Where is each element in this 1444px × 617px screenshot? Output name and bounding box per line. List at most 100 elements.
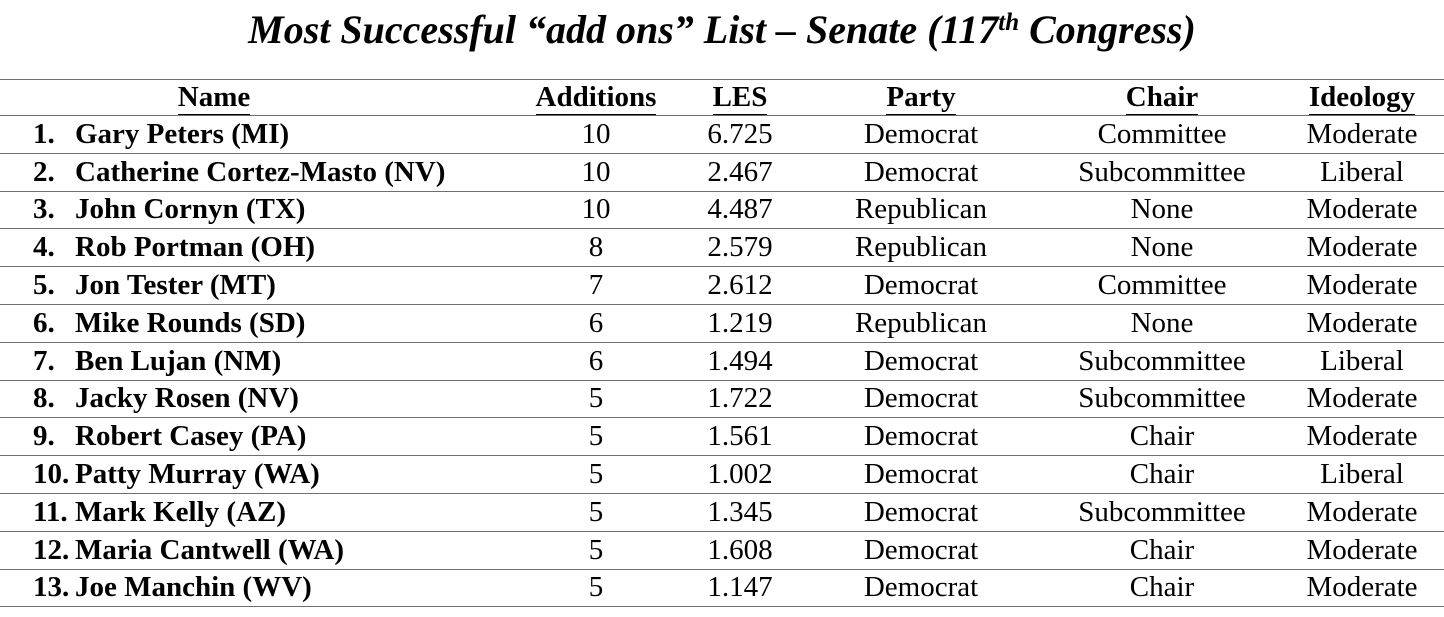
name-cell: 13. Joe Manchin (WV)	[0, 569, 510, 608]
header-row: Name Additions LES Party Chair Ideology	[0, 79, 1444, 116]
senator-name: John Cornyn (TX)	[75, 193, 306, 226]
les-value: 4.487	[682, 191, 798, 230]
title-superscript: th	[998, 9, 1020, 36]
name-cell: 8. Jacky Rosen (NV)	[0, 380, 510, 419]
chair-value: Committee	[1044, 266, 1280, 305]
table-row: 9. Robert Casey (PA) 5 1.561 Democrat Cha…	[0, 417, 1444, 457]
table-row: 8. Jacky Rosen (NV) 5 1.722 Democrat Subc…	[0, 380, 1444, 419]
chair-value: Chair	[1044, 569, 1280, 608]
column-header-name: Name	[0, 79, 510, 116]
party-value: Republican	[798, 228, 1044, 268]
name-cell: 4. Rob Portman (OH)	[0, 228, 510, 268]
additions-value: 6	[510, 304, 682, 343]
chair-value: Subcommittee	[1044, 153, 1280, 192]
party-value: Democrat	[798, 266, 1044, 305]
column-header-party: Party	[798, 79, 1044, 116]
ideology-value: Moderate	[1280, 115, 1444, 154]
party-value: Democrat	[798, 342, 1044, 381]
les-value: 2.467	[682, 153, 798, 192]
row-rank: 1.	[33, 117, 55, 150]
les-value: 1.608	[682, 531, 798, 570]
senator-name: Patty Murray (WA)	[75, 458, 320, 491]
table-row: 12. Maria Cantwell (WA) 5 1.608 Democrat …	[0, 531, 1444, 570]
name-cell: 11. Mark Kelly (AZ)	[0, 493, 510, 532]
name-cell: 2. Catherine Cortez-Masto (NV)	[0, 153, 510, 192]
row-rank: 9.	[33, 420, 55, 453]
party-value: Democrat	[798, 153, 1044, 192]
name-cell: 9. Robert Casey (PA)	[0, 417, 510, 457]
additions-value: 5	[510, 455, 682, 494]
column-header-additions: Additions	[510, 79, 682, 116]
row-rank: 13.	[33, 571, 70, 604]
senator-name: Ben Lujan (NM)	[75, 344, 282, 377]
name-cell: 3. John Cornyn (TX)	[0, 191, 510, 230]
additions-value: 5	[510, 380, 682, 419]
additions-value: 8	[510, 228, 682, 268]
les-value: 1.002	[682, 455, 798, 494]
senator-name: Rob Portman (OH)	[75, 231, 316, 264]
party-value: Democrat	[798, 417, 1044, 457]
party-value: Democrat	[798, 380, 1044, 419]
senator-name: Mark Kelly (AZ)	[75, 495, 287, 528]
ideology-value: Moderate	[1280, 531, 1444, 570]
senator-name: Catherine Cortez-Masto (NV)	[75, 155, 446, 188]
page-title: Most Successful “add ons” List – Senate …	[0, 0, 1444, 55]
column-header-additions-label: Additions	[535, 81, 657, 115]
ideology-value: Moderate	[1280, 304, 1444, 343]
chair-value: Subcommittee	[1044, 342, 1280, 381]
senator-name: Maria Cantwell (WA)	[75, 533, 345, 566]
additions-value: 5	[510, 531, 682, 570]
column-header-chair: Chair	[1044, 79, 1280, 116]
les-value: 1.345	[682, 493, 798, 532]
les-value: 1.561	[682, 417, 798, 457]
party-value: Democrat	[798, 115, 1044, 154]
table-row: 3. John Cornyn (TX) 10 4.487 Republican N…	[0, 191, 1444, 230]
name-cell: 12. Maria Cantwell (WA)	[0, 531, 510, 570]
party-value: Democrat	[798, 531, 1044, 570]
les-value: 1.722	[682, 380, 798, 419]
ideology-value: Moderate	[1280, 191, 1444, 230]
les-value: 2.579	[682, 228, 798, 268]
senators-table: Name Additions LES Party Chair Ideology …	[0, 79, 1444, 608]
party-value: Republican	[798, 304, 1044, 343]
chair-value: Chair	[1044, 417, 1280, 457]
senator-name: Robert Casey (PA)	[75, 420, 307, 453]
column-header-ideology: Ideology	[1280, 79, 1444, 116]
party-value: Republican	[798, 191, 1044, 230]
additions-value: 10	[510, 191, 682, 230]
ideology-value: Moderate	[1280, 417, 1444, 457]
party-value: Democrat	[798, 493, 1044, 532]
senator-name: Joe Manchin (WV)	[75, 571, 312, 604]
senator-name: Jacky Rosen (NV)	[75, 382, 299, 415]
ideology-value: Moderate	[1280, 380, 1444, 419]
additions-value: 7	[510, 266, 682, 305]
row-rank: 4.	[33, 231, 55, 264]
row-rank: 6.	[33, 306, 55, 339]
chair-value: None	[1044, 191, 1280, 230]
table-row: 10. Patty Murray (WA) 5 1.002 Democrat Ch…	[0, 455, 1444, 494]
senator-name: Mike Rounds (SD)	[75, 306, 306, 339]
row-rank: 5.	[33, 269, 55, 302]
table-row: 4. Rob Portman (OH) 8 2.579 Republican No…	[0, 228, 1444, 268]
title-suffix: Congress)	[1019, 7, 1196, 52]
additions-value: 5	[510, 417, 682, 457]
table-row: 11. Mark Kelly (AZ) 5 1.345 Democrat Subc…	[0, 493, 1444, 532]
row-rank: 3.	[33, 193, 55, 226]
row-rank: 7.	[33, 344, 55, 377]
les-value: 1.219	[682, 304, 798, 343]
name-cell: 10. Patty Murray (WA)	[0, 455, 510, 494]
les-value: 2.612	[682, 266, 798, 305]
additions-value: 5	[510, 493, 682, 532]
row-rank: 2.	[33, 155, 55, 188]
name-cell: 1. Gary Peters (MI)	[0, 115, 510, 154]
senator-name: Jon Tester (MT)	[75, 269, 276, 302]
chair-value: None	[1044, 304, 1280, 343]
ideology-value: Moderate	[1280, 493, 1444, 532]
les-value: 1.147	[682, 569, 798, 608]
row-rank: 12.	[33, 533, 70, 566]
table-row: 13. Joe Manchin (WV) 5 1.147 Democrat Cha…	[0, 569, 1444, 608]
chair-value: Subcommittee	[1044, 493, 1280, 532]
table-row: 2. Catherine Cortez-Masto (NV) 10 2.467 D…	[0, 153, 1444, 192]
row-rank: 11.	[33, 495, 68, 528]
name-cell: 6. Mike Rounds (SD)	[0, 304, 510, 343]
